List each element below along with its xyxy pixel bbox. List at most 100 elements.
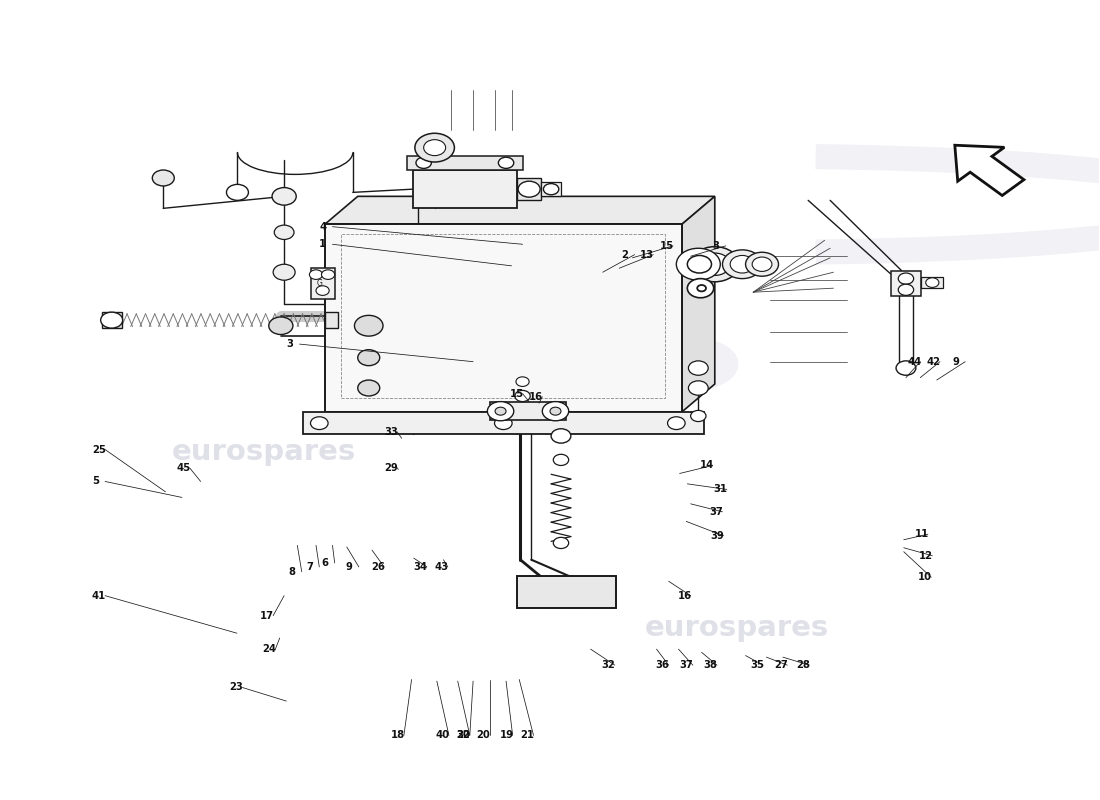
Bar: [324, 312, 338, 328]
Text: 9: 9: [345, 562, 352, 572]
Bar: [324, 224, 682, 412]
Text: 29: 29: [384, 463, 398, 473]
Circle shape: [688, 255, 712, 273]
Circle shape: [309, 270, 322, 279]
Text: 18: 18: [390, 730, 405, 741]
Text: 22: 22: [456, 730, 471, 741]
Circle shape: [487, 402, 514, 421]
Circle shape: [697, 285, 706, 291]
Text: 2: 2: [621, 250, 628, 260]
Circle shape: [553, 454, 569, 466]
Circle shape: [700, 253, 730, 275]
Circle shape: [424, 140, 446, 156]
Text: 12: 12: [920, 550, 933, 561]
Circle shape: [688, 278, 714, 298]
Circle shape: [551, 429, 571, 443]
Text: 42: 42: [927, 357, 940, 366]
Text: 7: 7: [306, 562, 313, 572]
Text: 3: 3: [713, 241, 719, 251]
Bar: [541, 182, 561, 196]
Bar: [310, 268, 334, 298]
Circle shape: [358, 380, 379, 396]
Circle shape: [689, 361, 708, 375]
Text: 43: 43: [434, 562, 449, 572]
Text: 20: 20: [476, 730, 491, 741]
Text: 35: 35: [750, 660, 763, 670]
Bar: [922, 277, 944, 288]
Circle shape: [495, 407, 506, 415]
Circle shape: [899, 273, 914, 284]
Bar: [102, 312, 121, 328]
Text: 33: 33: [384, 427, 398, 437]
Circle shape: [746, 252, 779, 276]
Circle shape: [268, 317, 293, 334]
Text: 28: 28: [796, 660, 810, 670]
Circle shape: [273, 264, 295, 280]
Circle shape: [668, 417, 685, 430]
Circle shape: [152, 170, 174, 186]
Text: 1: 1: [319, 239, 327, 250]
Circle shape: [550, 407, 561, 415]
Text: 17: 17: [260, 610, 274, 621]
Circle shape: [542, 402, 569, 421]
Text: 16: 16: [529, 392, 543, 402]
Text: 3: 3: [286, 339, 294, 349]
Circle shape: [730, 255, 755, 273]
Bar: [407, 156, 522, 170]
Text: 40: 40: [436, 730, 450, 741]
Circle shape: [676, 248, 720, 280]
Text: 19: 19: [499, 730, 514, 741]
Text: 39: 39: [711, 530, 724, 541]
Text: 38: 38: [704, 660, 717, 670]
Text: 11: 11: [915, 529, 930, 539]
Bar: [412, 170, 517, 208]
Circle shape: [689, 381, 708, 395]
Bar: [490, 402, 566, 420]
Text: 34: 34: [414, 562, 428, 572]
Text: 15: 15: [660, 241, 674, 251]
Text: 16: 16: [678, 590, 692, 601]
Circle shape: [691, 246, 739, 282]
Text: 25: 25: [92, 445, 106, 454]
Circle shape: [415, 134, 454, 162]
Circle shape: [495, 417, 513, 430]
Text: 23: 23: [229, 682, 243, 693]
Circle shape: [227, 184, 249, 200]
Text: 10: 10: [918, 572, 932, 582]
Text: 5: 5: [92, 477, 99, 486]
Text: eurospares: eurospares: [645, 614, 829, 642]
Text: 27: 27: [774, 660, 788, 670]
Text: 21: 21: [520, 730, 535, 741]
Circle shape: [752, 257, 772, 271]
Text: 41: 41: [92, 590, 106, 601]
Polygon shape: [682, 196, 715, 412]
Circle shape: [515, 390, 530, 402]
Circle shape: [354, 315, 383, 336]
Bar: [517, 576, 616, 608]
Circle shape: [518, 181, 540, 197]
Circle shape: [316, 286, 329, 295]
Text: 37: 37: [680, 660, 693, 670]
Text: 30: 30: [456, 730, 471, 741]
Circle shape: [274, 225, 294, 239]
Text: 44: 44: [908, 357, 922, 366]
Circle shape: [723, 250, 762, 278]
Text: 37: 37: [710, 507, 723, 517]
Text: 4: 4: [319, 222, 327, 232]
Circle shape: [543, 183, 559, 194]
Text: 36: 36: [656, 660, 669, 670]
Circle shape: [272, 187, 296, 205]
Text: 15: 15: [509, 389, 524, 398]
Text: 13: 13: [640, 250, 654, 260]
Circle shape: [358, 350, 379, 366]
Text: 32: 32: [602, 660, 615, 670]
Text: G: G: [317, 279, 322, 288]
Circle shape: [498, 158, 514, 169]
Text: 14: 14: [700, 461, 714, 470]
Bar: [517, 178, 541, 200]
Circle shape: [310, 417, 328, 430]
Bar: [341, 234, 666, 398]
Text: 8: 8: [288, 566, 296, 577]
Text: 45: 45: [176, 463, 190, 473]
Circle shape: [691, 410, 706, 422]
